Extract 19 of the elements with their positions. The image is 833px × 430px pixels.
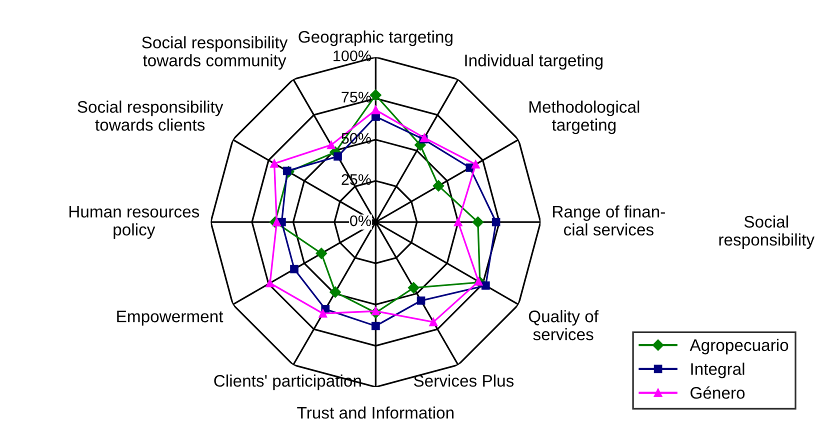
y-tick-label: 100% xyxy=(334,50,371,62)
text: Social responsibility xyxy=(719,215,814,249)
spoke-label: Human resources policy xyxy=(70,206,200,239)
legend-label: Agropecuario xyxy=(690,338,788,354)
legend-label: Género xyxy=(690,386,745,399)
spoke-label: Social responsibility towards clients xyxy=(78,100,224,131)
legend-label: Integral xyxy=(691,362,744,378)
spoke-label: Methodological targeting xyxy=(529,100,640,134)
y-tick-label: 0% xyxy=(350,215,371,226)
spoke-label: Services Plus xyxy=(414,374,514,387)
spoke-label: Individual targeting xyxy=(465,54,603,70)
spoke-label: Empowerment xyxy=(117,310,224,326)
spoke-label: Range of finan- cial services xyxy=(553,205,665,236)
spoke-label: Geographic targeting xyxy=(298,30,452,46)
spoke-label: Trust and Information xyxy=(297,406,454,419)
spoke-label: Clients' participation xyxy=(214,374,361,390)
spoke-label: Quality of services xyxy=(528,310,599,340)
y-tick-label: 75% xyxy=(342,92,371,103)
spoke-label: Social responsibility towards community xyxy=(142,36,288,70)
